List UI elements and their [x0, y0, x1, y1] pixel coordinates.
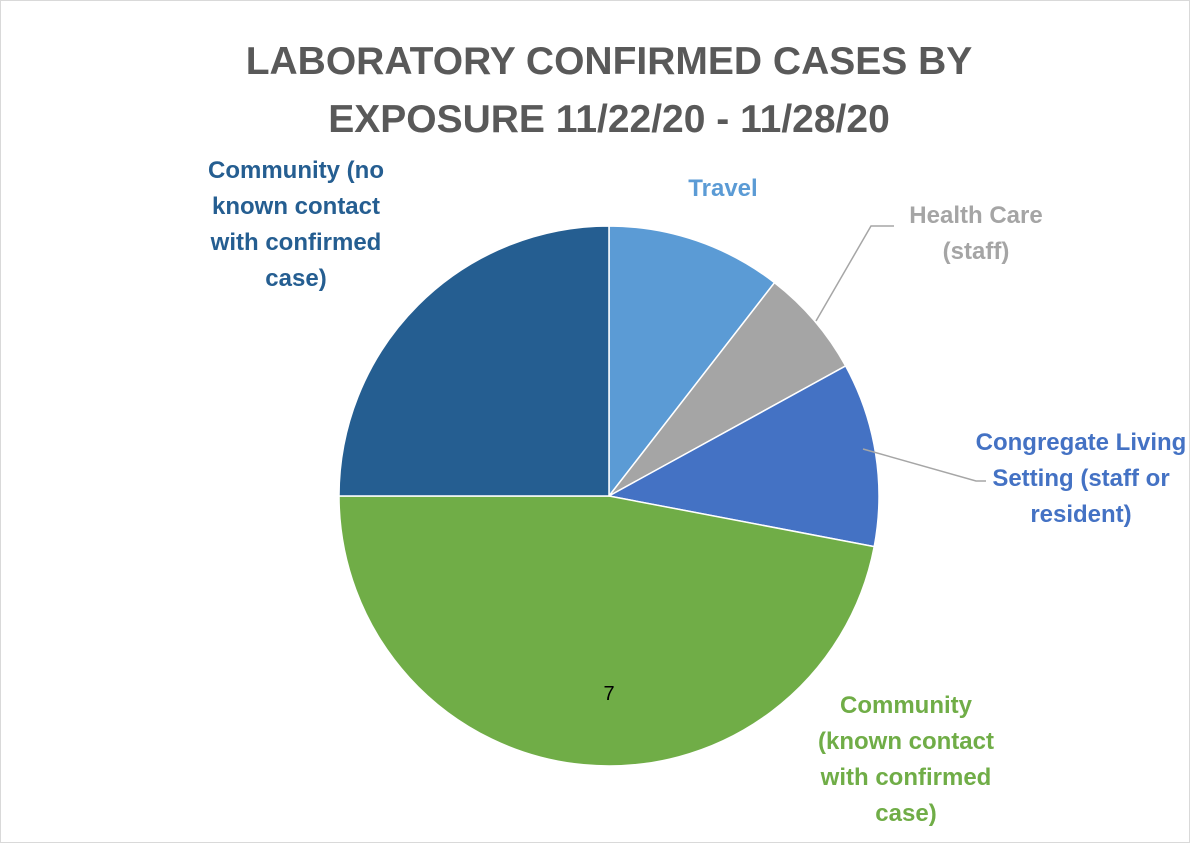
- pie-slice: [338, 495, 876, 767]
- slice-label: Travel: [688, 175, 758, 202]
- slice-label: Community (no known contact with confirm…: [208, 157, 384, 292]
- chart-title: LABORATORY CONFIRMED CASES BY EXPOSURE 1…: [245, 40, 973, 141]
- pie-slice: [606, 364, 880, 548]
- slice-label: Congregate Living Setting (staff or resi…: [975, 429, 1187, 528]
- pie-slice: [338, 225, 610, 497]
- leader-line: [862, 448, 986, 482]
- slice-label: Community (known contact with confirmed …: [817, 692, 994, 827]
- slice-label: Health Care (staff): [909, 202, 1043, 265]
- annotation: 7: [603, 683, 615, 705]
- pie-slice: [608, 281, 847, 497]
- pie-slice: [608, 225, 776, 499]
- leader-line: [815, 225, 894, 322]
